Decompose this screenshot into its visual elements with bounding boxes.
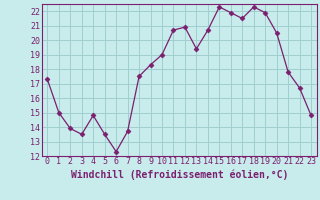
X-axis label: Windchill (Refroidissement éolien,°C): Windchill (Refroidissement éolien,°C): [70, 169, 288, 180]
